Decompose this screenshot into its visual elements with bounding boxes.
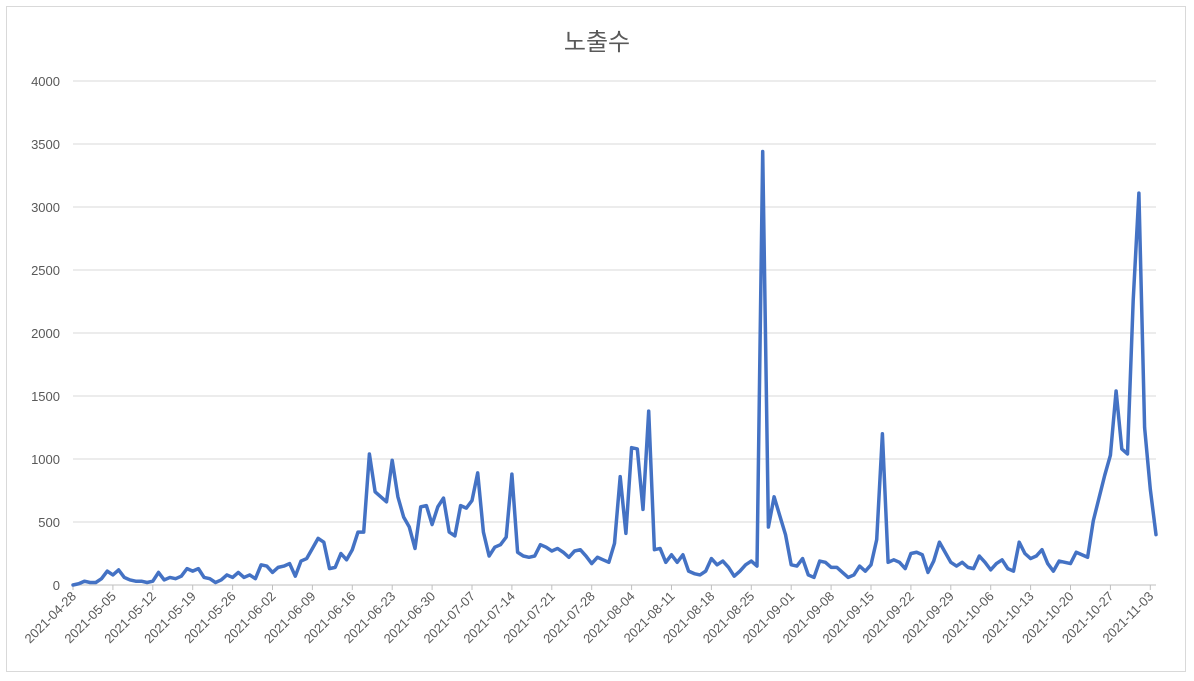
y-tick-label: 2500: [31, 263, 60, 278]
y-axis-tick-labels: 0 500 1000 1500 2000 2500 3000 3500 4000: [31, 74, 60, 593]
y-tick-label: 3500: [31, 137, 60, 152]
gridlines: [73, 80, 1156, 523]
y-tick-label: 2000: [31, 326, 60, 341]
x-axis: [72, 584, 1156, 590]
series-line-group: [71, 149, 1158, 587]
chart-title: 노출수: [563, 28, 631, 56]
x-axis-tick-labels: 2021-04-282021-05-052021-05-122021-05-19…: [21, 589, 1156, 647]
y-tick-label: 3000: [31, 200, 60, 215]
y-tick-label: 0: [53, 578, 60, 593]
y-tick-label: 1500: [31, 389, 60, 404]
y-tick-label: 1000: [31, 452, 60, 467]
y-tick-label: 500: [38, 515, 60, 530]
y-tick-label: 4000: [31, 74, 60, 89]
series-line: [71, 149, 1158, 587]
